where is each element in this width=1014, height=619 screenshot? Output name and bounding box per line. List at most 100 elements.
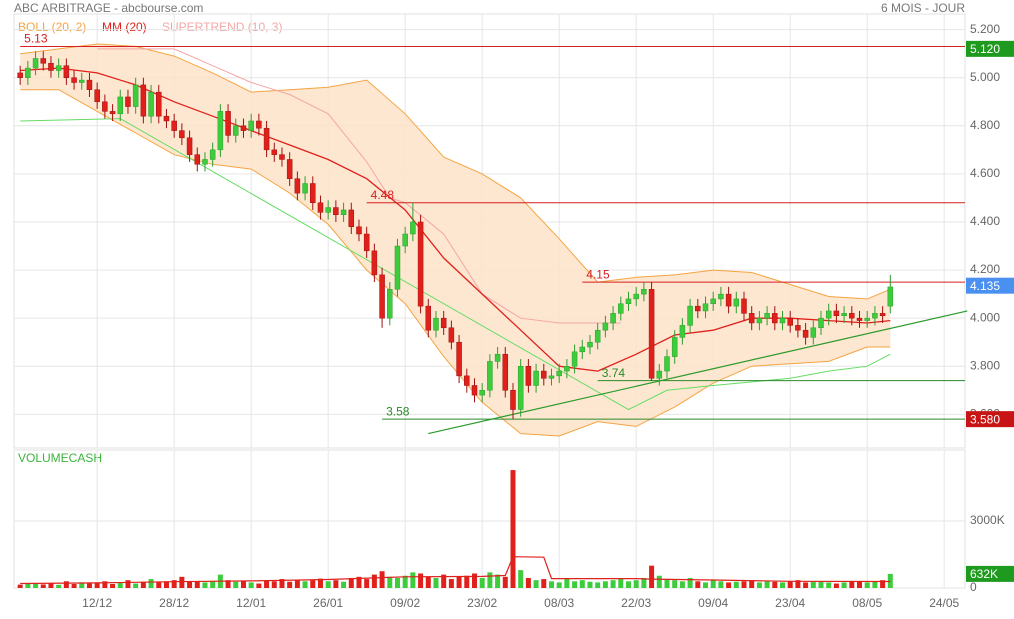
candle-body [541, 370, 547, 379]
volume-bar [695, 581, 701, 588]
candle-body [356, 226, 362, 235]
volume-bar [880, 580, 886, 588]
candle-body [394, 245, 401, 290]
volume-bar [210, 580, 216, 588]
volume-bar [518, 570, 524, 588]
x-tick-label: 09/02 [390, 596, 420, 610]
volume-bar [25, 583, 31, 588]
candle-body [517, 365, 524, 410]
candle-body [425, 305, 432, 331]
volume-bar [495, 574, 501, 588]
volume-bar [818, 581, 824, 588]
volume-bar [233, 581, 239, 588]
candle-body [156, 91, 162, 117]
volume-bar [687, 577, 693, 588]
candle-body [810, 327, 817, 338]
volume-bar [310, 580, 316, 588]
volume-bar [564, 579, 570, 588]
candle-body [818, 317, 824, 329]
volume-bar [33, 583, 39, 588]
candle-body [856, 317, 863, 321]
x-tick-label: 23/02 [467, 596, 497, 610]
candle-body [63, 65, 70, 78]
candle-body [502, 353, 509, 391]
candle-body [633, 293, 639, 300]
volume-bar [772, 581, 778, 588]
volume-bar [602, 581, 608, 588]
volume-bar [471, 573, 477, 588]
candle-body [240, 125, 247, 131]
volume-bar [410, 572, 416, 588]
candle-body [764, 313, 770, 319]
volume-bar [541, 579, 547, 588]
volume-bar [179, 576, 185, 588]
candle-body [802, 329, 809, 338]
volume-bar [125, 580, 131, 588]
volume-bar [248, 582, 254, 588]
volume-bar [803, 582, 809, 588]
volume-bar [379, 571, 385, 588]
candle-body [25, 67, 31, 78]
candle-body [40, 58, 47, 64]
volume-bar [441, 574, 447, 588]
volume-bar [710, 580, 716, 588]
candle-body [48, 63, 54, 71]
candle-body [186, 137, 193, 155]
volume-bar [487, 572, 493, 588]
candle-body [833, 310, 840, 317]
candle-body [725, 293, 732, 307]
volume-bar [595, 582, 601, 588]
volume-average [20, 556, 891, 585]
volume-bar [187, 581, 193, 588]
candle-body [448, 327, 455, 343]
volume-bar [479, 577, 485, 588]
candle-body [132, 84, 139, 107]
volume-bar [872, 581, 878, 588]
volume-bar [202, 582, 208, 588]
volume-bar [279, 579, 285, 588]
volume-bar [618, 579, 624, 588]
x-tick-label: 26/01 [313, 596, 343, 610]
candle-body [363, 233, 370, 252]
volume-bar [764, 581, 770, 588]
candle-body [887, 286, 894, 307]
price-badge-label: 5.120 [970, 42, 1000, 56]
candle-body [55, 65, 62, 71]
volume-bar [679, 581, 685, 588]
volume-tick-label: 3000K [970, 513, 1005, 527]
volume-badge [966, 565, 1014, 582]
volume-bar [756, 582, 762, 588]
price-badge [966, 411, 1014, 428]
candle-body [564, 365, 570, 372]
candle-body [587, 341, 593, 348]
candle-body [671, 337, 678, 357]
volume-bar [548, 581, 554, 588]
candle-body [333, 207, 339, 216]
price-badge [966, 40, 1014, 57]
level-label: 4.15 [586, 267, 610, 281]
candle-body [410, 221, 416, 235]
price-frame [13, 13, 966, 449]
candle-body [102, 101, 108, 112]
legend-supertrend: SUPERTREND (10, 3) [162, 20, 282, 34]
volume-bar [156, 582, 162, 588]
volume-bar [117, 583, 123, 588]
level-label: 3.58 [386, 404, 410, 418]
candle-body [417, 221, 424, 307]
y-tick-label: 4.200 [970, 262, 1000, 276]
candle-body [695, 305, 701, 312]
candle-body [718, 293, 724, 300]
volume-bar [79, 582, 85, 588]
volume-bar [94, 582, 100, 588]
volume-bar [733, 581, 739, 588]
candle-body [32, 58, 39, 69]
candle-body [140, 84, 147, 117]
volume-bar [525, 577, 531, 588]
volume-bar [17, 584, 23, 588]
chart-subtitle: 6 MOIS - JOUR [881, 1, 965, 15]
supertrend-down [97, 48, 621, 324]
volume-bar [464, 575, 470, 588]
candle-body [510, 390, 516, 410]
volume-bar [741, 581, 747, 588]
